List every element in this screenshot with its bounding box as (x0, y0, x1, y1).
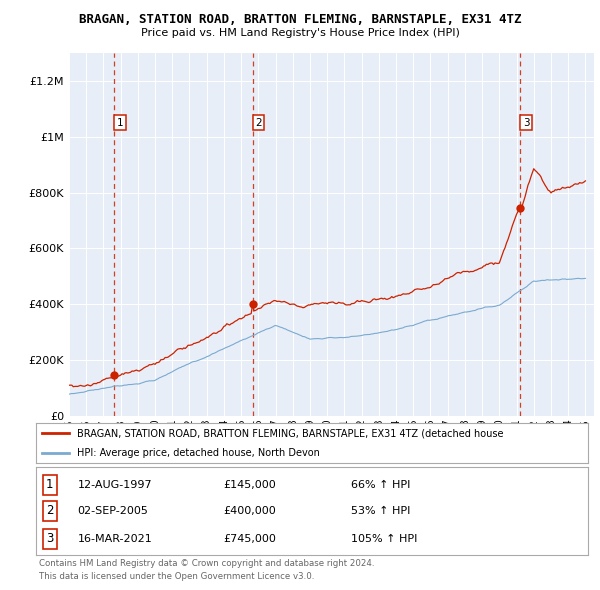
Text: Contains HM Land Registry data © Crown copyright and database right 2024.: Contains HM Land Registry data © Crown c… (39, 559, 374, 568)
Text: 12-AUG-1997: 12-AUG-1997 (77, 480, 152, 490)
Text: £400,000: £400,000 (224, 506, 277, 516)
Text: £745,000: £745,000 (224, 534, 277, 544)
Text: BRAGAN, STATION ROAD, BRATTON FLEMING, BARNSTAPLE, EX31 4TZ (detached house: BRAGAN, STATION ROAD, BRATTON FLEMING, B… (77, 428, 504, 438)
Text: 3: 3 (523, 118, 529, 128)
Text: 02-SEP-2005: 02-SEP-2005 (77, 506, 148, 516)
Text: Price paid vs. HM Land Registry's House Price Index (HPI): Price paid vs. HM Land Registry's House … (140, 28, 460, 38)
Text: 1: 1 (116, 118, 124, 128)
Text: HPI: Average price, detached house, North Devon: HPI: Average price, detached house, Nort… (77, 448, 320, 458)
Text: £145,000: £145,000 (224, 480, 277, 490)
Text: This data is licensed under the Open Government Licence v3.0.: This data is licensed under the Open Gov… (39, 572, 314, 581)
Text: BRAGAN, STATION ROAD, BRATTON FLEMING, BARNSTAPLE, EX31 4TZ: BRAGAN, STATION ROAD, BRATTON FLEMING, B… (79, 13, 521, 26)
Text: 105% ↑ HPI: 105% ↑ HPI (350, 534, 417, 544)
Text: 53% ↑ HPI: 53% ↑ HPI (350, 506, 410, 516)
Text: 66% ↑ HPI: 66% ↑ HPI (350, 480, 410, 490)
Text: 3: 3 (46, 532, 53, 545)
Text: 16-MAR-2021: 16-MAR-2021 (77, 534, 152, 544)
Text: 1: 1 (46, 478, 53, 491)
Text: 2: 2 (46, 504, 53, 517)
Text: 2: 2 (255, 118, 262, 128)
